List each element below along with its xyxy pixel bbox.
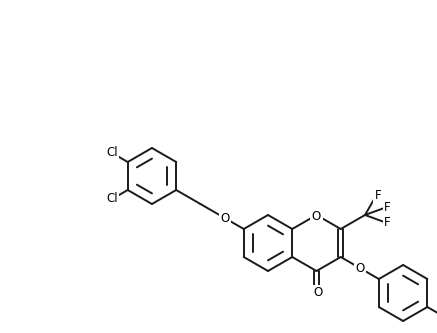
Text: O: O bbox=[220, 211, 229, 224]
Text: F: F bbox=[385, 201, 391, 214]
Text: O: O bbox=[312, 210, 321, 223]
Text: O: O bbox=[355, 261, 364, 274]
Text: Cl: Cl bbox=[106, 192, 118, 205]
Text: F: F bbox=[385, 216, 391, 229]
Text: F: F bbox=[375, 189, 382, 202]
Text: O: O bbox=[314, 286, 323, 299]
Text: Cl: Cl bbox=[106, 147, 118, 160]
